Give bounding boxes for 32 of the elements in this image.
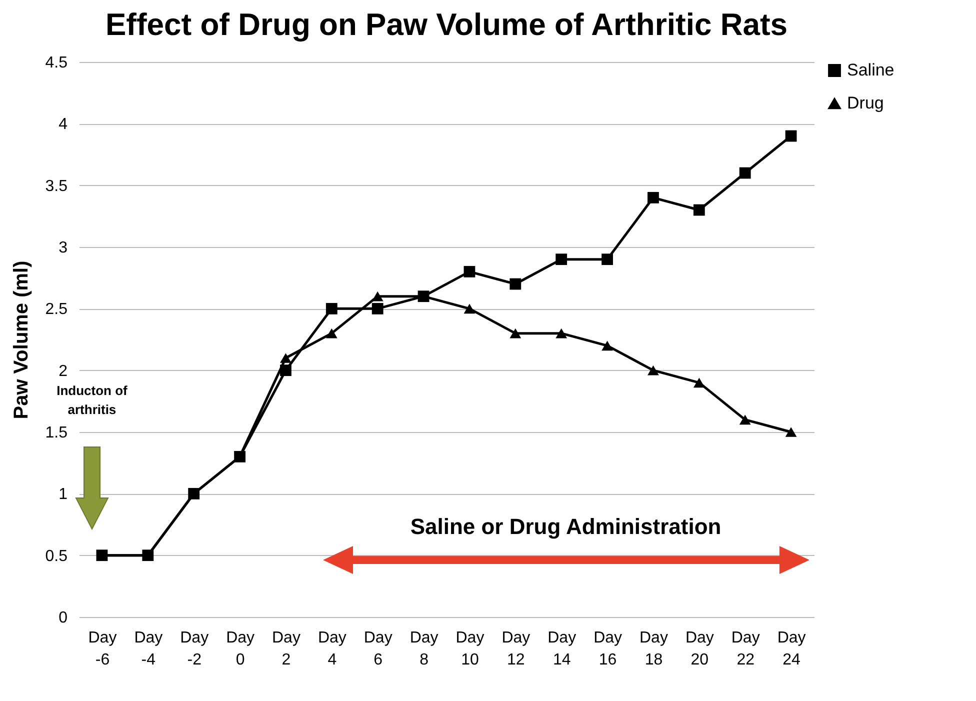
x-tick-label: Day 0 [226, 630, 255, 668]
x-tick-label: Day -4 [134, 630, 163, 668]
x-tick-label: Day 10 [456, 630, 484, 668]
x-tick-label: Day 12 [502, 630, 530, 668]
x-tick-label: Day 8 [410, 630, 438, 668]
x-tick-label: Day 24 [777, 630, 806, 668]
y-tick-label: 4 [58, 116, 68, 134]
legend-label: Saline [847, 60, 894, 80]
x-tick-label: Day -2 [180, 630, 209, 668]
y-tick-label: 4.5 [45, 54, 68, 72]
y-tick-label: 1.5 [45, 424, 68, 442]
x-tick-label: Day 22 [731, 630, 760, 668]
y-tick-label: 2.5 [45, 301, 68, 318]
x-tick-label: Day 20 [685, 630, 714, 668]
x-tick-label: Day -6 [88, 630, 117, 668]
x-tick-label: Day 18 [639, 630, 668, 668]
chart-title: Effect of Drug on Paw Volume of Arthritic Rats [105, 7, 788, 42]
x-tick-label: Day 4 [318, 630, 346, 668]
y-tick-label: 0 [58, 610, 68, 626]
y-tick-label: 3 [58, 240, 68, 256]
y-tick-label: 3.5 [45, 178, 68, 195]
legend-label: Drug [847, 94, 884, 112]
x-tick-label: Day 6 [364, 630, 392, 668]
annotation: Saline or Drug Administration [409, 514, 722, 540]
x-tick-label: Day 14 [548, 630, 576, 668]
annotation: Inducton of arthritis [56, 382, 128, 419]
y-axis-title: Paw Volume (ml) [10, 260, 32, 420]
y-tick-label: 1 [58, 486, 68, 504]
y-tick-label: 0.5 [45, 548, 68, 565]
x-tick-label: Day 16 [594, 630, 622, 668]
x-tick-label: Day 2 [272, 630, 300, 668]
y-tick-label: 2 [58, 362, 68, 380]
